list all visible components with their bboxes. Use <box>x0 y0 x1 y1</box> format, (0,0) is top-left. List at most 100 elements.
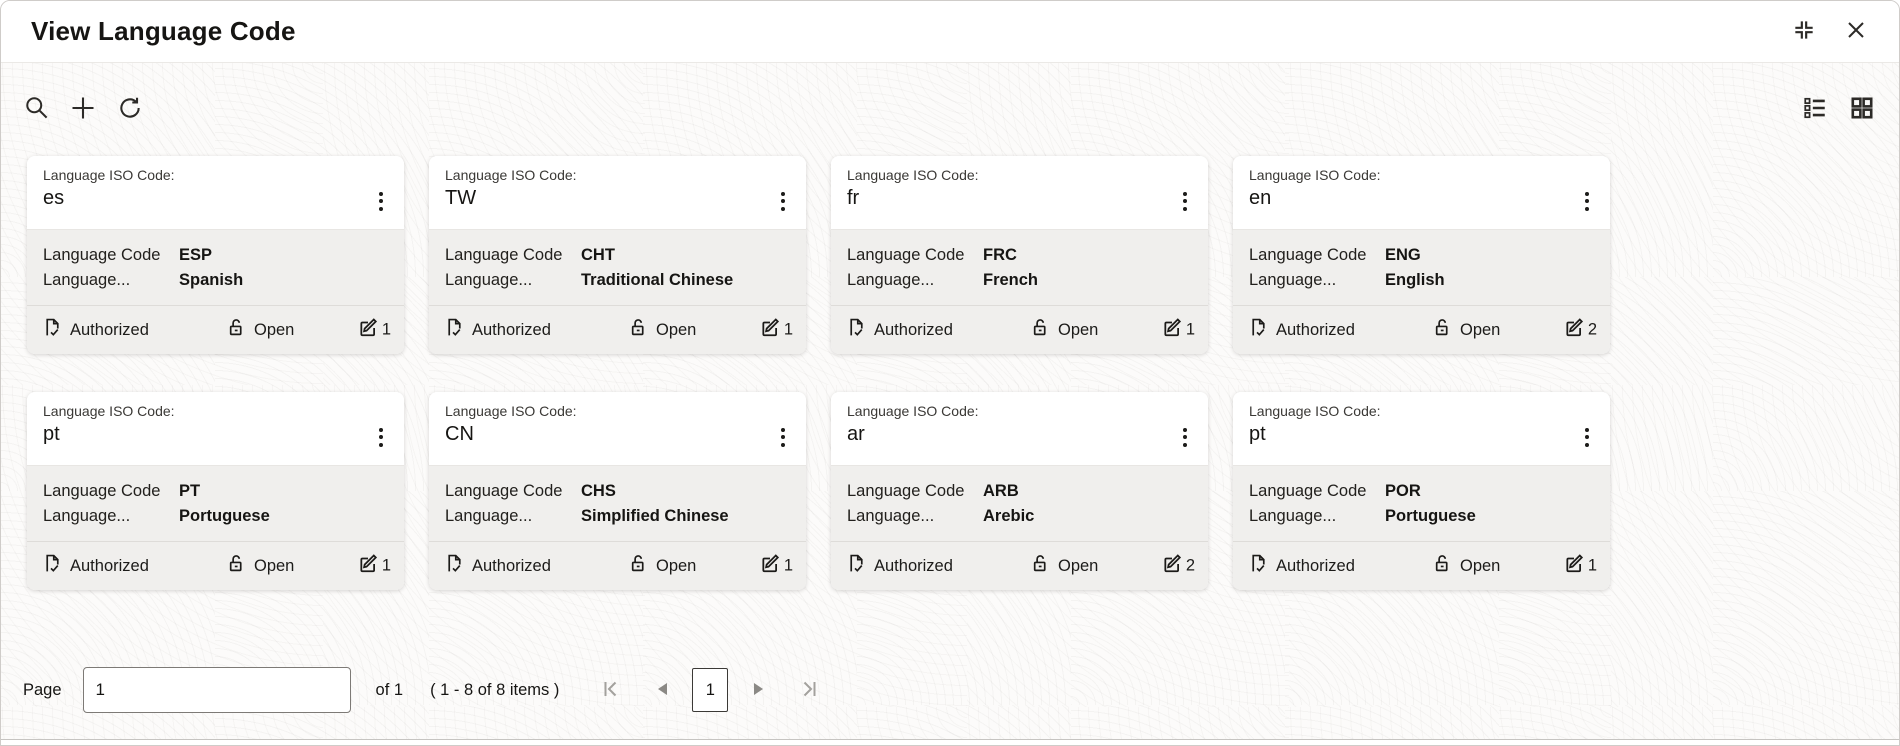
card-header: Language ISO Code: fr <box>831 156 1208 229</box>
kebab-menu-button[interactable] <box>768 420 798 454</box>
close-button[interactable] <box>1841 17 1871 47</box>
add-button[interactable] <box>68 94 98 124</box>
authorized-doc-check-icon <box>43 318 62 342</box>
language-code-value: POR <box>1385 482 1421 500</box>
language-code-label: Language Code <box>445 246 563 264</box>
edit-pencil-icon <box>1564 554 1584 579</box>
record-status-label: Open <box>656 556 697 575</box>
iso-code-label: Language ISO Code: <box>847 403 979 419</box>
language-name-value: Spanish <box>179 271 244 289</box>
unlock-open-icon <box>629 554 648 578</box>
collapse-button[interactable] <box>1789 17 1819 47</box>
language-name-label: Language... <box>847 507 935 525</box>
grid-view-button[interactable] <box>1847 94 1877 124</box>
language-code-value: CHS <box>581 482 616 500</box>
iso-code-label: Language ISO Code: <box>847 167 979 183</box>
pagination: Page of 1 ( 1 - 8 of 8 items ) <box>23 667 821 713</box>
language-code-label: Language Code <box>847 246 965 264</box>
kebab-menu-button[interactable] <box>366 184 396 218</box>
edit-pencil-icon <box>1162 554 1182 579</box>
authorized-doc-check-icon <box>847 318 866 342</box>
record-status-label: Open <box>1460 320 1501 339</box>
record-status: Open <box>227 318 294 342</box>
record-status: Open <box>1433 554 1500 578</box>
toolbar-right <box>1800 94 1877 124</box>
language-code-row: Language Code ARB <box>847 479 1192 504</box>
language-card: Language ISO Code: en Language Code ENG … <box>1233 156 1610 354</box>
authorized-doc-check-icon <box>43 554 62 578</box>
authorization-status: Authorized <box>1249 318 1355 342</box>
iso-code-label: Language ISO Code: <box>1249 167 1381 183</box>
language-code-row: Language Code ENG <box>1249 243 1594 268</box>
edit-count-value: 1 <box>381 320 391 339</box>
card-footer: Authorized Open <box>831 305 1208 354</box>
card-body: Language Code ESP Language... Spanish <box>27 229 404 305</box>
edit-count-value: 1 <box>783 320 793 339</box>
edit-pencil-icon <box>1162 318 1182 343</box>
authorization-status-label: Authorized <box>874 320 953 339</box>
authorization-status: Authorized <box>445 554 551 578</box>
authorization-status: Authorized <box>43 318 149 342</box>
content-area: Language ISO Code: es Language Code ESP … <box>1 63 1899 739</box>
language-code-row: Language Code POR <box>1249 479 1594 504</box>
list-view-button[interactable] <box>1800 94 1830 124</box>
iso-code-value: ar <box>847 423 865 445</box>
language-name-row: Language... Arebic <box>847 504 1192 529</box>
language-name-row: Language... Portuguese <box>1249 504 1594 529</box>
kebab-menu-button[interactable] <box>1170 420 1200 454</box>
authorized-doc-check-icon <box>445 554 464 578</box>
kebab-menu-button[interactable] <box>768 184 798 218</box>
kebab-menu-button[interactable] <box>1572 420 1602 454</box>
kebab-menu-button[interactable] <box>1170 184 1200 218</box>
kebab-menu-icon <box>1585 191 1589 211</box>
authorization-status-label: Authorized <box>70 320 149 339</box>
kebab-menu-button[interactable] <box>1572 184 1602 218</box>
edit-count: 2 <box>1564 318 1597 343</box>
unlock-open-icon <box>227 554 246 578</box>
iso-code-label: Language ISO Code: <box>1249 403 1381 419</box>
next-page-button[interactable] <box>746 675 770 705</box>
iso-code-label: Language ISO Code: <box>43 403 175 419</box>
language-name-label: Language... <box>1249 271 1337 289</box>
card-header: Language ISO Code: TW <box>429 156 806 229</box>
current-page-button[interactable]: 1 <box>692 668 729 712</box>
unlock-open-icon <box>227 318 246 342</box>
authorized-doc-check-icon <box>1249 554 1268 578</box>
first-page-button[interactable] <box>599 675 623 705</box>
kebab-menu-icon <box>1183 191 1187 211</box>
language-code-value: ENG <box>1385 246 1421 264</box>
record-status: Open <box>227 554 294 578</box>
record-status-label: Open <box>656 320 697 339</box>
language-name-row: Language... English <box>1249 268 1594 293</box>
language-name-row: Language... French <box>847 268 1192 293</box>
items-count-label: ( 1 - 8 of 8 items ) <box>430 680 560 699</box>
unlock-open-icon <box>1433 318 1452 342</box>
card-footer: Authorized Open <box>429 541 806 590</box>
unlock-open-icon <box>1031 318 1050 342</box>
record-status-label: Open <box>1460 556 1501 575</box>
unlock-open-icon <box>1031 554 1050 578</box>
kebab-menu-button[interactable] <box>366 420 396 454</box>
card-footer: Authorized Open <box>831 541 1208 590</box>
language-name-label: Language... <box>445 507 533 525</box>
last-page-button[interactable] <box>797 675 821 705</box>
card-header: Language ISO Code: pt <box>27 392 404 465</box>
language-code-row: Language Code PT <box>43 479 388 504</box>
page-input[interactable] <box>82 667 351 713</box>
search-button[interactable] <box>21 94 51 124</box>
record-status-label: Open <box>254 556 295 575</box>
language-code-value: ARB <box>983 482 1019 500</box>
authorization-status: Authorized <box>445 318 551 342</box>
card-footer: Authorized Open <box>1233 305 1610 354</box>
previous-page-button[interactable] <box>650 675 674 705</box>
language-name-row: Language... Portuguese <box>43 504 388 529</box>
authorization-status-label: Authorized <box>1276 556 1355 575</box>
card-body: Language Code CHS Language... Simplified… <box>429 465 806 541</box>
authorization-status: Authorized <box>847 318 953 342</box>
language-name-value: French <box>983 271 1039 289</box>
refresh-button[interactable] <box>115 94 145 124</box>
titlebar: View Language Code <box>1 1 1899 63</box>
language-card: Language ISO Code: CN Language Code CHS … <box>429 392 806 590</box>
last-page-icon <box>799 679 819 702</box>
